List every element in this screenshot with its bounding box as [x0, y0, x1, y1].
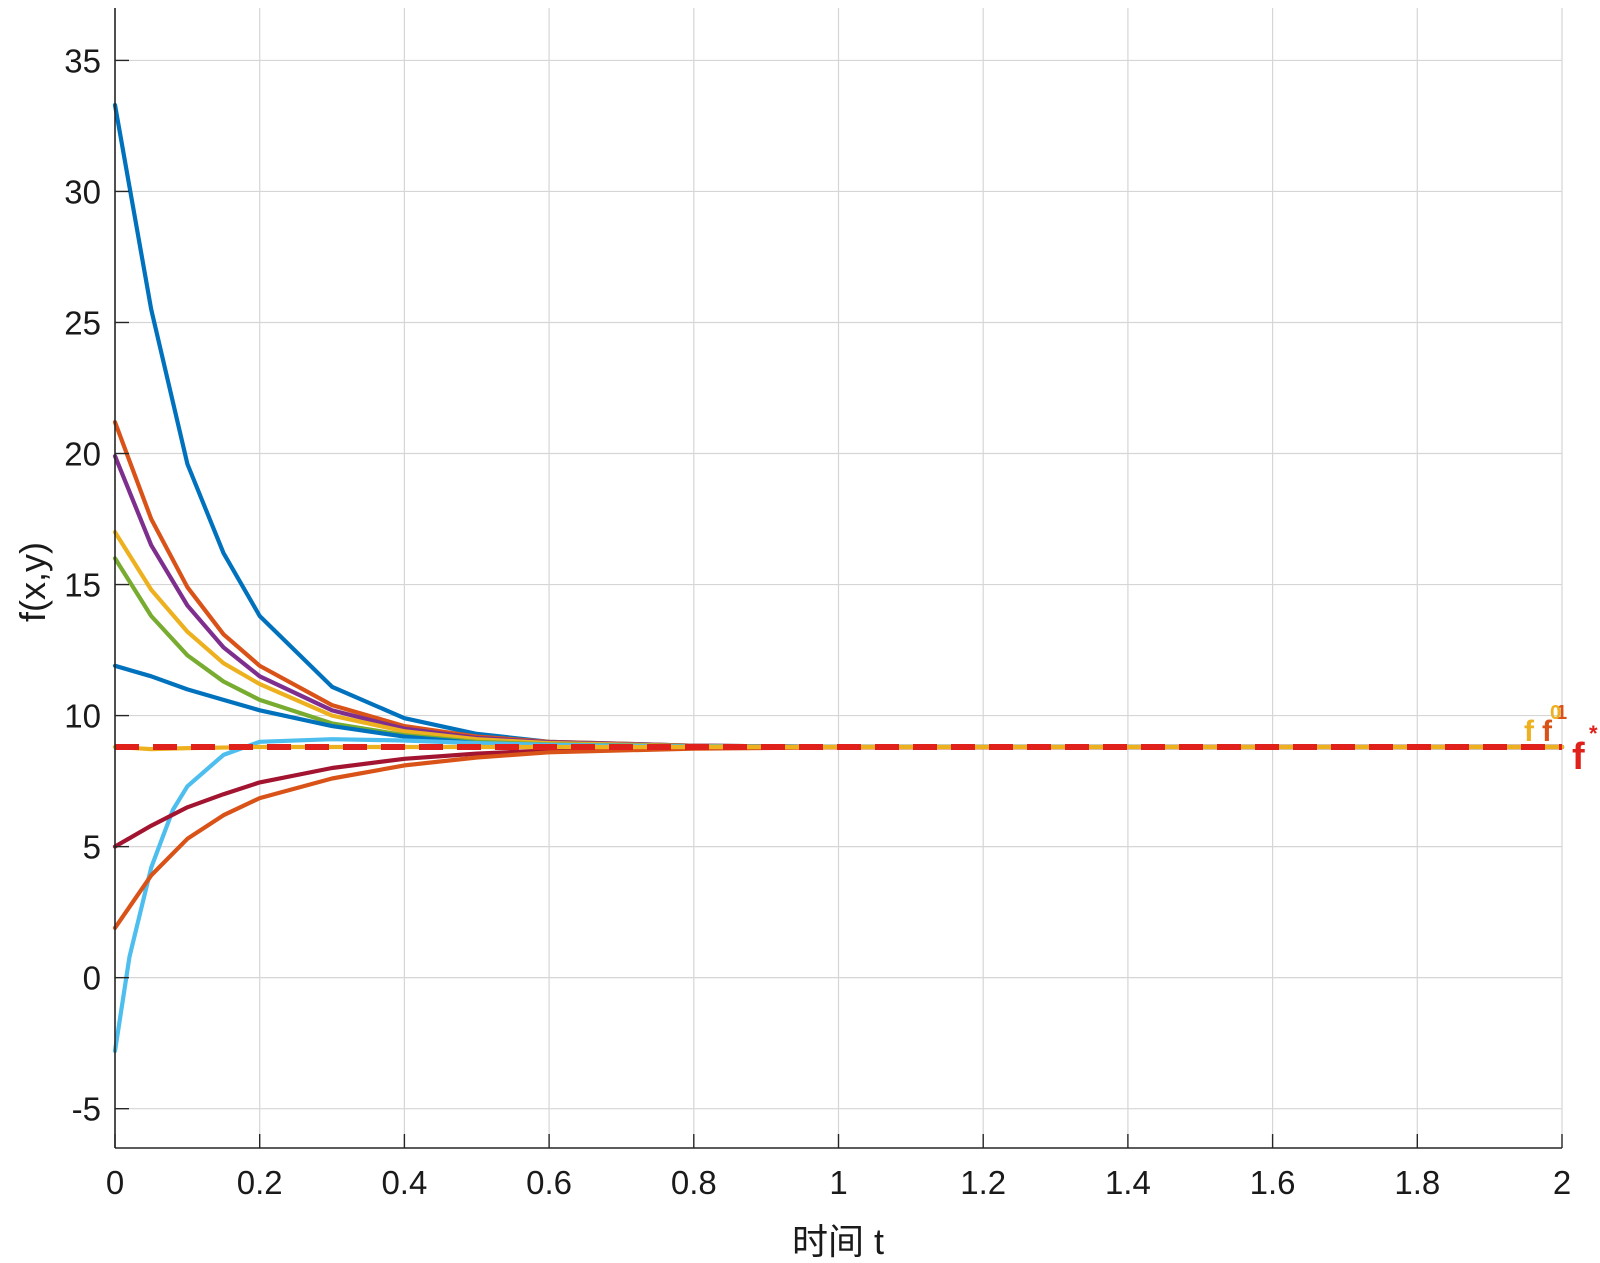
- x-tick-label: 1.6: [1250, 1164, 1296, 1201]
- end-label-f1-sup: 1: [1556, 702, 1567, 724]
- x-tick-label: 0.8: [671, 1164, 717, 1201]
- y-tick-label: 5: [83, 829, 101, 866]
- y-tick-label: 0: [83, 960, 101, 997]
- x-tick-label: 0.2: [237, 1164, 283, 1201]
- y-tick-label: 20: [64, 436, 101, 473]
- x-tick-label: 1.4: [1105, 1164, 1151, 1201]
- x-tick-label: 1.8: [1394, 1164, 1440, 1201]
- x-tick-label: 0.6: [526, 1164, 572, 1201]
- y-tick-label: -5: [72, 1091, 101, 1128]
- reference-label-sup: *: [1589, 721, 1598, 746]
- end-label-f0-sup: 0: [1550, 702, 1561, 724]
- y-tick-label: 15: [64, 567, 101, 604]
- end-label-f1: f: [1542, 715, 1553, 748]
- y-tick-label: 30: [64, 173, 101, 210]
- end-label-f0: f: [1524, 715, 1535, 748]
- x-tick-label: 1: [829, 1164, 847, 1201]
- x-axis-ticks: 0 0.2 0.4 0.6 0.8 1 1.2 1.4 1.6 1.8 2: [106, 1134, 1571, 1201]
- reference-label: f: [1572, 736, 1585, 778]
- x-tick-label: 0: [106, 1164, 124, 1201]
- y-axis-ticks: -5 0 5 10 15 20 25 30 35: [64, 42, 129, 1128]
- x-tick-label: 2: [1553, 1164, 1571, 1201]
- x-axis-label: 时间 t: [792, 1221, 884, 1262]
- x-tick-label: 1.2: [960, 1164, 1006, 1201]
- grid: [114, 8, 1563, 1148]
- y-tick-label: 10: [64, 698, 101, 735]
- y-axis-label: f(x,y): [12, 542, 53, 622]
- x-tick-label: 0.4: [381, 1164, 427, 1201]
- y-tick-label: 25: [64, 304, 101, 341]
- y-tick-label: 35: [64, 42, 101, 79]
